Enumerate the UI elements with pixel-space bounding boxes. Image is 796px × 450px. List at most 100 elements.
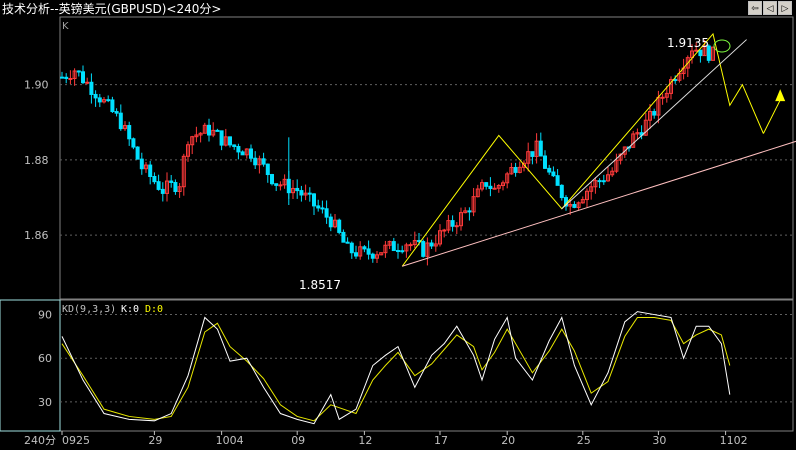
candle-body <box>664 92 669 98</box>
candle-body <box>68 77 73 80</box>
candle-body <box>114 111 119 114</box>
y-tick-kd: 30 <box>38 396 52 409</box>
candle-body <box>349 242 354 254</box>
candle-body <box>534 140 539 157</box>
candle-body <box>501 182 505 187</box>
candle-body <box>438 230 442 245</box>
candle-body <box>551 171 556 177</box>
candle-body <box>488 185 493 190</box>
candle-body <box>421 241 426 257</box>
x-tick-label: 25 <box>577 434 591 447</box>
candle-body <box>517 166 522 173</box>
candle-body <box>89 81 94 95</box>
candle-body <box>433 243 438 247</box>
candle-body <box>274 183 279 186</box>
candle-body <box>148 164 153 177</box>
y-tick-kd: 60 <box>38 352 52 365</box>
candle-body <box>568 204 573 207</box>
x-tick-label: 09 <box>291 434 305 447</box>
candle-body <box>295 187 300 192</box>
candle-body <box>232 144 237 148</box>
candle-body <box>345 241 350 244</box>
prev-button[interactable]: ◁ <box>763 1 777 15</box>
candle-body <box>341 231 346 243</box>
candle-body <box>362 246 367 250</box>
high-marker <box>713 39 731 53</box>
candle-body <box>509 166 514 175</box>
candle-body <box>370 253 375 259</box>
x-tick-label: 1102 <box>720 434 748 447</box>
support-line <box>402 140 796 267</box>
zigzag-trendline <box>401 32 764 267</box>
candle-body <box>186 144 190 157</box>
candle-body <box>316 205 321 209</box>
k-value: K:0 <box>121 304 139 315</box>
candle-body <box>85 81 90 84</box>
candle-body <box>467 210 472 213</box>
next-button[interactable]: ▷ <box>778 1 792 15</box>
candle-body <box>711 46 715 61</box>
candle-body <box>118 112 123 130</box>
candle-body <box>425 242 430 257</box>
candle-body <box>76 70 81 73</box>
x-tick-label: 0925 <box>62 434 90 447</box>
candle-body <box>278 184 283 187</box>
candle-body <box>165 180 169 194</box>
candle-body <box>379 252 384 256</box>
candle-body <box>387 241 392 246</box>
candle-body <box>219 130 224 146</box>
candle-body <box>429 242 434 247</box>
candle-body <box>631 133 636 148</box>
candle-body <box>454 225 459 228</box>
main-panel-frame <box>59 16 794 300</box>
y-tick-main: 1.90 <box>24 79 49 92</box>
x-tick-label: 29 <box>148 434 162 447</box>
window-title: 技术分析--英镑美元(GBPUSD)<240分> <box>2 2 222 16</box>
low-annotation: 1.8517 <box>299 278 341 292</box>
candle-body <box>169 180 174 183</box>
candle-body <box>282 178 287 186</box>
candle-body <box>223 136 228 146</box>
candle-body <box>538 140 543 157</box>
candle-body <box>555 175 560 186</box>
candle-body <box>215 129 220 132</box>
candle-body <box>408 244 413 247</box>
candle-body <box>484 182 489 187</box>
candles-layer <box>60 39 715 266</box>
candle-body <box>526 151 531 164</box>
candle-body <box>589 186 594 192</box>
candle-body <box>643 119 648 136</box>
candle-body <box>211 129 216 136</box>
candle-body <box>144 164 148 170</box>
candle-body <box>240 151 245 156</box>
x-tick-label: 20 <box>501 434 515 447</box>
candle-body <box>635 132 640 135</box>
candle-body <box>463 210 468 214</box>
candle-body <box>614 159 619 172</box>
y-tick-kd: 90 <box>38 309 52 322</box>
candle-body <box>660 96 665 99</box>
candle-body <box>652 111 657 116</box>
x-tick-label: 1004 <box>216 434 244 447</box>
candle-body <box>446 220 451 231</box>
candle-body <box>450 220 455 227</box>
candle-body <box>106 99 111 102</box>
candle-body <box>618 153 623 161</box>
candle-body <box>253 157 258 166</box>
candle-body <box>698 49 703 57</box>
candle-body <box>669 79 673 94</box>
candle-body <box>236 146 241 153</box>
candle-body <box>606 174 610 182</box>
candle-body <box>123 125 127 130</box>
candle-body <box>249 148 253 159</box>
candle-body <box>480 182 484 190</box>
candle-body <box>173 181 178 192</box>
back-button[interactable]: ⇦ <box>748 1 762 15</box>
candle-body <box>135 146 140 160</box>
candle-body <box>228 136 232 146</box>
candle-body <box>601 180 606 183</box>
candle-body <box>131 138 136 148</box>
candle-body <box>475 188 480 198</box>
candle-body <box>375 254 379 259</box>
